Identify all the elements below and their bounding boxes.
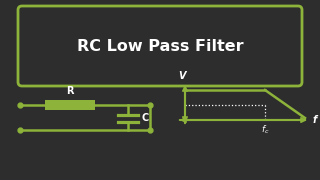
Text: RC Low Pass Filter: RC Low Pass Filter [77, 39, 243, 53]
Text: $f_c$: $f_c$ [261, 124, 269, 136]
Text: R: R [66, 86, 74, 96]
Text: V: V [178, 71, 186, 81]
FancyBboxPatch shape [18, 6, 302, 86]
Bar [45, 100, 95, 110]
Text: f: f [313, 115, 317, 125]
Text: C: C [142, 113, 149, 123]
